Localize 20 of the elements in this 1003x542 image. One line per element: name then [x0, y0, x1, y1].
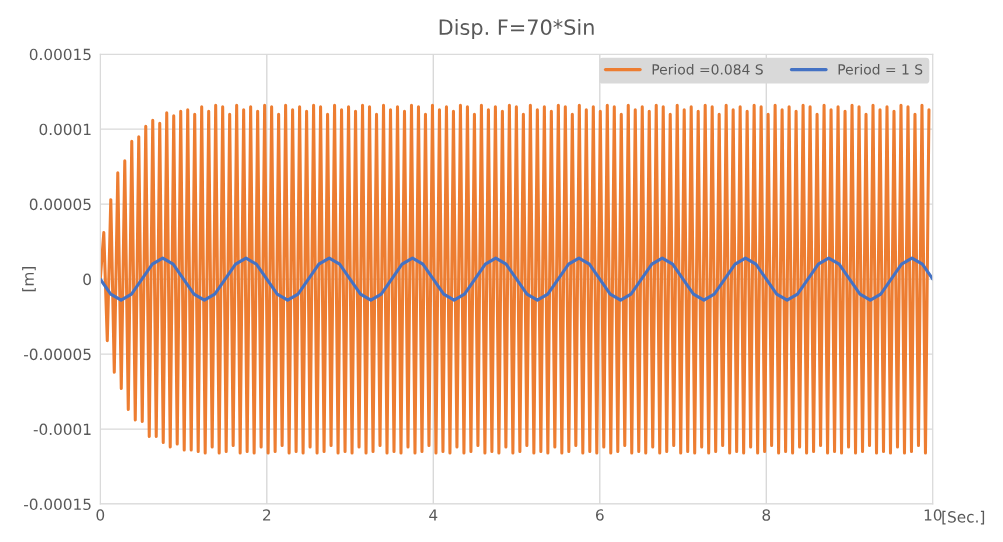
x-tick-label: 6	[596, 509, 604, 521]
y-axis-title: [m]	[22, 267, 36, 292]
line-series	[100, 103, 931, 455]
x-tick-label: 2	[263, 509, 271, 521]
legend-label: Period = 1 S	[838, 63, 923, 75]
y-tick-label: 0.00005	[29, 198, 91, 211]
y-tick-label: -0.00005	[24, 348, 91, 361]
y-tick-label: -0.00015	[24, 498, 91, 511]
y-tick-label: -0.0001	[33, 423, 91, 436]
y-tick-label: 0.00015	[29, 48, 91, 61]
line-series	[100, 256, 933, 302]
x-axis-title: [Sec.]	[942, 510, 985, 525]
y-tick-label: 0.0001	[39, 123, 91, 136]
x-tick-label: 10	[924, 509, 942, 521]
x-tick-label: 4	[429, 509, 438, 521]
y-tick-label: 0	[83, 273, 91, 286]
chart-title: Disp. F=70*Sin	[439, 18, 594, 40]
x-tick-label: 0	[96, 509, 105, 521]
legend-label: Period =0.084 S	[652, 63, 763, 75]
x-tick-label: 8	[762, 509, 771, 521]
